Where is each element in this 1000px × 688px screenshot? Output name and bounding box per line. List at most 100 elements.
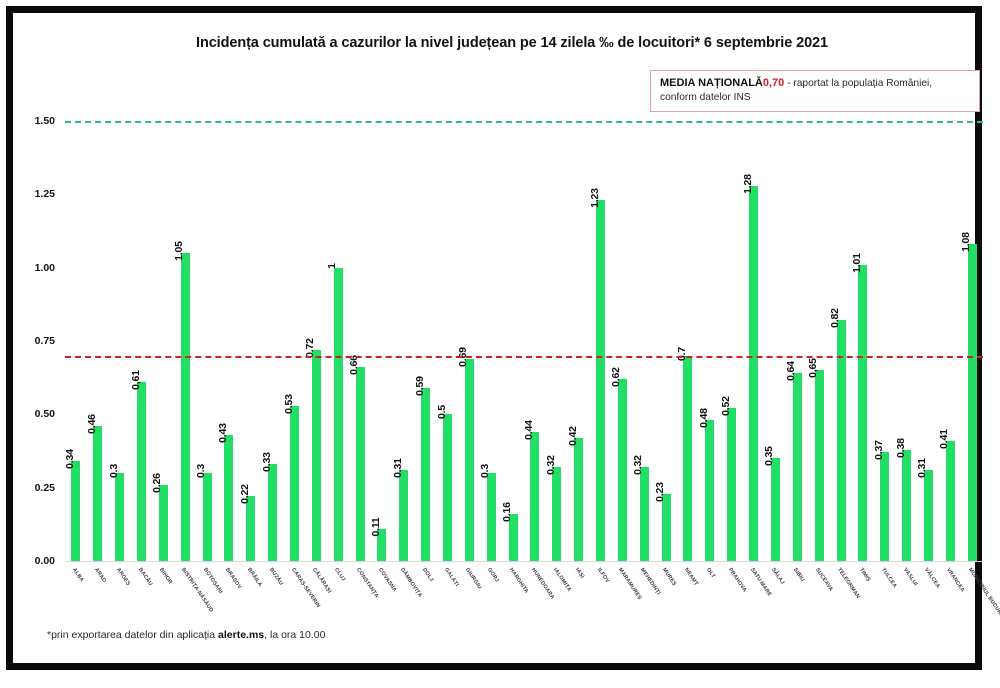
bar[interactable]: 0.62 bbox=[610, 367, 627, 561]
x-label-slot: TELEORMAN bbox=[830, 563, 861, 658]
x-axis-tick-label: BRĂILA bbox=[245, 567, 263, 588]
x-label-slot: IAȘI bbox=[568, 563, 590, 658]
x-label-slot: SĂLAJ bbox=[765, 563, 787, 658]
x-axis-tick-label: BUZĂU bbox=[267, 567, 284, 587]
x-label-slot: CARAȘ-SEVERIN bbox=[284, 563, 321, 658]
bar-value-label: 0.52 bbox=[719, 396, 732, 417]
bar[interactable]: 0.32 bbox=[545, 455, 562, 561]
x-label-slot: CONSTANȚA bbox=[349, 563, 379, 658]
bar-value-label: 0.16 bbox=[501, 502, 514, 522]
y-axis-tick: 1.25 bbox=[34, 188, 55, 201]
bar[interactable]: 0.32 bbox=[632, 455, 649, 561]
bar[interactable]: 0.3 bbox=[479, 464, 496, 561]
bar[interactable]: 0.82 bbox=[829, 309, 846, 561]
bar[interactable]: 0.31 bbox=[916, 458, 933, 561]
bar-slot: 0.32 bbox=[545, 121, 568, 561]
bar[interactable]: 0.46 bbox=[86, 414, 103, 561]
bar[interactable]: 0.72 bbox=[304, 338, 321, 561]
bar[interactable]: 0.42 bbox=[567, 426, 584, 561]
bar[interactable]: 1 bbox=[326, 263, 343, 561]
bar[interactable]: 0.34 bbox=[64, 449, 81, 561]
bar-slot: 0.23 bbox=[654, 121, 677, 561]
bar[interactable]: 0,61 bbox=[130, 370, 146, 561]
bar[interactable]: 0.43 bbox=[217, 423, 234, 561]
x-axis-tick-label: OLT bbox=[704, 567, 716, 580]
bar-slot: 0.46 bbox=[86, 121, 109, 561]
x-label-slot: VRANCEA bbox=[939, 563, 965, 658]
bar[interactable]: 0.44 bbox=[523, 420, 540, 561]
bar[interactable]: 0.64 bbox=[785, 361, 802, 561]
x-axis-tick-label: MUREȘ bbox=[661, 567, 678, 588]
x-label-slot: BUZĂU bbox=[262, 563, 284, 658]
x-label-slot: CĂLĂRAȘI bbox=[305, 563, 332, 658]
bar[interactable]: 1.28 bbox=[742, 174, 759, 561]
y-axis-tick: 1.50 bbox=[34, 115, 55, 127]
x-label-slot: VASLUI bbox=[896, 563, 918, 658]
bar-slot: 0.3 bbox=[479, 121, 502, 561]
bar-value-label: 0,65 bbox=[807, 358, 820, 379]
bar-slot: 0.34 bbox=[64, 121, 87, 561]
callout-line-2: conform datelor INS bbox=[660, 91, 751, 103]
bar-value-label: 0.22 bbox=[238, 484, 251, 505]
x-label-slot: ARGEȘ bbox=[109, 563, 131, 658]
x-label-slot: CLUJ bbox=[327, 563, 349, 658]
bar[interactable]: 0.31 bbox=[392, 458, 409, 561]
bar[interactable]: 0.37 bbox=[873, 441, 890, 561]
bar-slot: 0.26 bbox=[151, 121, 174, 561]
bar-slot: 0.72 bbox=[304, 121, 327, 561]
bar-value-label: 0.26 bbox=[151, 472, 164, 493]
x-axis-tick-label: BACĂU bbox=[136, 567, 153, 588]
x-axis-tick-label: NEAMȚ bbox=[683, 567, 700, 587]
bar[interactable]: 0.48 bbox=[698, 408, 715, 561]
bar[interactable]: 0.3 bbox=[195, 464, 212, 561]
bar[interactable]: 0.41 bbox=[938, 429, 955, 561]
bar[interactable]: 0.59 bbox=[414, 376, 431, 561]
bar-value-label: 0.34 bbox=[63, 449, 76, 470]
bar-series: 0.34 0.46 0.3 0,61 0.26 1.05 0.3 0.43 0.22 0.33 0.… bbox=[64, 121, 983, 561]
bar[interactable]: 0.7 bbox=[676, 347, 693, 561]
x-axis-tick-label: VASLUI bbox=[901, 567, 918, 588]
bar[interactable]: 0.5 bbox=[436, 405, 453, 561]
bar[interactable]: 1.08 bbox=[960, 232, 977, 561]
bar[interactable]: 0.69 bbox=[457, 347, 474, 561]
x-label-slot: OLT bbox=[699, 563, 721, 658]
x-label-slot: SUCEAVA bbox=[808, 563, 834, 658]
bar[interactable]: 0.26 bbox=[151, 473, 168, 561]
x-label-slot: ILFOV bbox=[590, 563, 612, 658]
x-label-slot: BIHOR bbox=[152, 563, 174, 658]
bar-slot: 0.3 bbox=[108, 121, 131, 561]
national-average-callout: MEDIA NAȚIONALĂ0,70 - raportat la popula… bbox=[650, 70, 980, 112]
bar-slot: 0,65 bbox=[807, 121, 830, 561]
bar[interactable]: 0.16 bbox=[501, 502, 518, 561]
bar[interactable]: 0.53 bbox=[283, 394, 300, 561]
bar[interactable]: 0.38 bbox=[895, 438, 912, 561]
x-label-slot: HARGHITA bbox=[502, 563, 529, 658]
bar[interactable]: 0.66 bbox=[348, 356, 365, 561]
bar[interactable]: 0.11 bbox=[370, 517, 387, 561]
bar-value-label: 0.31 bbox=[916, 458, 929, 478]
bar[interactable]: 0.33 bbox=[261, 452, 278, 561]
y-axis-tick: 0.00 bbox=[34, 555, 55, 567]
bar-value-label: 0.66 bbox=[348, 355, 361, 376]
x-label-slot: MARAMUREȘ bbox=[611, 563, 643, 658]
bar-slot: 0.44 bbox=[523, 121, 546, 561]
bar[interactable]: 1.05 bbox=[173, 241, 190, 561]
bar[interactable]: 0.52 bbox=[720, 397, 737, 561]
bar[interactable]: 1.01 bbox=[851, 253, 868, 561]
bar-value-label: 0.42 bbox=[566, 425, 579, 446]
bar[interactable]: 1.23 bbox=[589, 188, 606, 561]
bar-slot: 0.38 bbox=[895, 121, 918, 561]
x-axis-tick-label: GALAȚI bbox=[442, 567, 460, 588]
bar-slot: 0.43 bbox=[217, 121, 240, 561]
footnote: *prin exportarea datelor din aplicația a… bbox=[47, 629, 325, 641]
bar[interactable]: 0.3 bbox=[108, 464, 125, 561]
bar[interactable]: 0.23 bbox=[654, 482, 671, 561]
bar[interactable]: 0.35 bbox=[763, 447, 780, 561]
x-axis-tick-label: TIMIȘ bbox=[857, 567, 872, 583]
callout-line-1: MEDIA NAȚIONALĂ0,70 - raportat la popula… bbox=[660, 76, 971, 91]
footnote-prefix: *prin exportarea datelor din aplicația bbox=[47, 629, 219, 641]
callout-label: MEDIA NAȚIONALĂ bbox=[660, 77, 763, 89]
callout-value: 0,70 bbox=[762, 77, 785, 89]
bar[interactable]: 0,65 bbox=[807, 359, 824, 561]
bar[interactable]: 0.22 bbox=[239, 485, 256, 561]
